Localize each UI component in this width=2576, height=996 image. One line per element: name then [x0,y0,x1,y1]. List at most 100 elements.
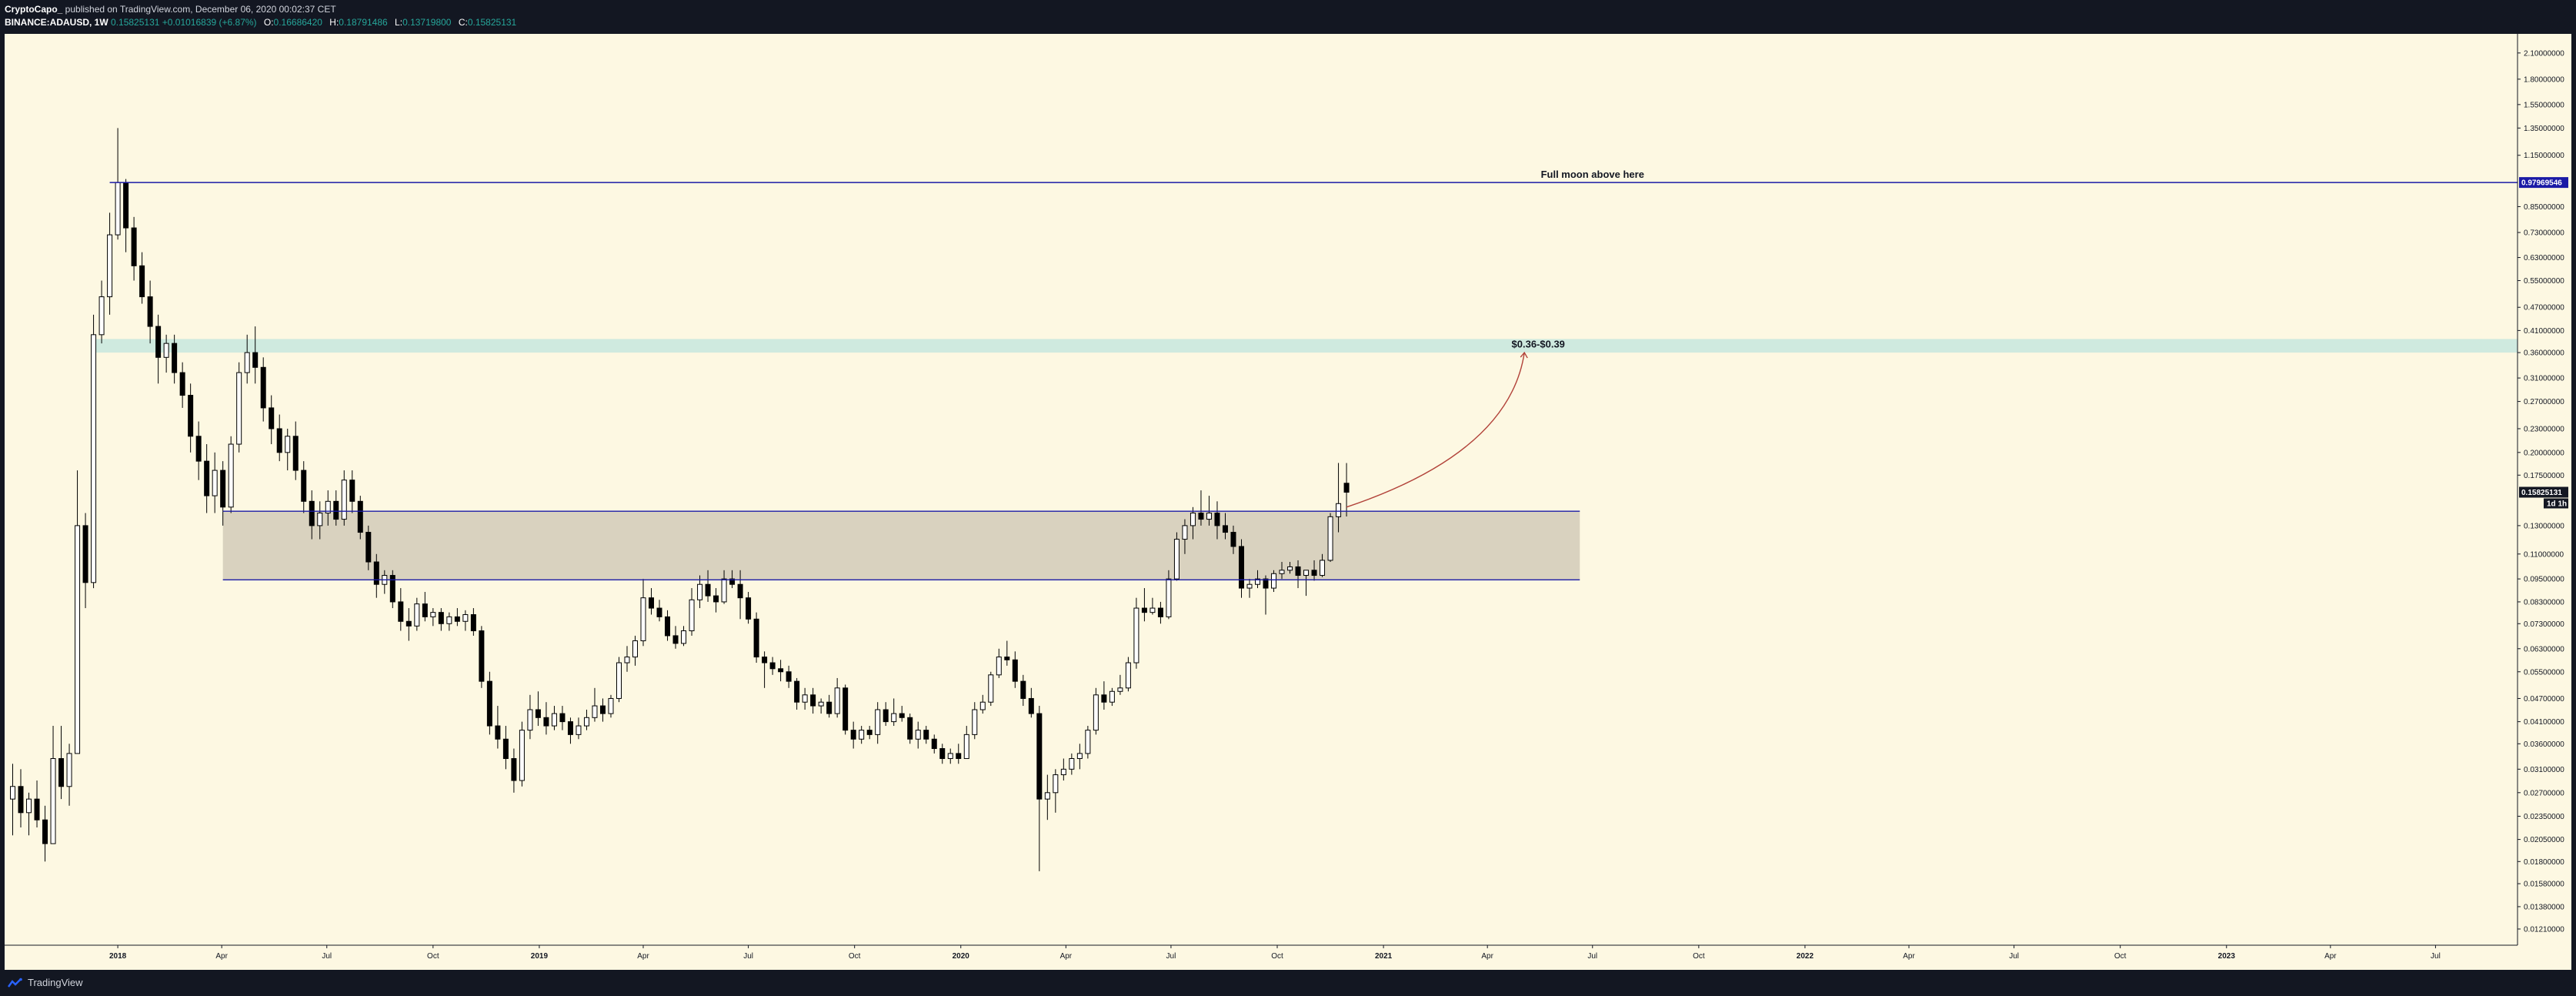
price-tick-label: 0.13000000 [2524,522,2564,530]
price-tick-label: 0.02350000 [2524,813,2564,821]
footer-bar: TradingView [0,970,2576,996]
publish-info: CryptoCapo_ published on TradingView.com… [5,4,336,15]
candle [244,334,250,384]
candle [939,744,946,764]
candle [769,657,776,675]
candle-body [672,635,679,644]
footer-brand-label: TradingView [28,977,83,988]
time-tick-label: Jul [322,952,332,961]
chart-area[interactable]: Full moon above here $0.36-$0.39 2.100000… [5,34,2571,970]
candle-body [583,717,589,727]
candle-body [1028,697,1034,714]
candle [252,326,259,384]
candle-body [212,470,218,496]
price-axis: 2.10000000 1.80000000 1.55000000 1.35000000… [2517,34,2568,945]
candle-body [155,326,162,358]
price-tick-label: 0.01210000 [2524,925,2564,934]
time-tick-label: Apr [1481,952,1493,961]
candle-body [681,630,687,644]
candle-body [899,713,905,718]
candle [519,721,525,787]
candle [10,764,16,836]
candle [414,597,420,631]
price-tick-label: 0.47000000 [2524,304,2564,313]
candle [172,334,178,384]
candle-body [592,705,598,718]
candle [1157,601,1163,624]
candle-body [559,713,566,723]
candle-body [309,500,315,526]
candle [34,780,40,828]
candle [131,216,137,281]
candle-body [947,753,953,760]
candle [317,501,323,540]
tradingview-brand[interactable]: TradingView [8,977,83,988]
candle-body [632,640,639,658]
candle-body [357,500,363,533]
time-tick-label: Jul [2431,952,2441,961]
candle [163,334,169,373]
candle-body [599,705,606,714]
candle-body [1101,694,1107,703]
candle [1028,687,1034,718]
price-tick-label: 0.01380000 [2524,903,2564,911]
time-axis: 2018 Apr Jul Oct 2019 Apr Jul Oct 2020 Apr Jul Oct 2… [5,944,2518,961]
low-value: 0.13719800 [402,17,452,28]
candle-body [737,583,743,599]
candlestick-chart[interactable]: Full moon above here $0.36-$0.39 2.100000… [5,34,2571,970]
candle-body [292,436,299,471]
candle [1246,579,1253,598]
candle [1320,553,1326,577]
candle [859,726,865,744]
candle-body [689,599,695,632]
candle [988,671,994,707]
candle-body [649,597,655,609]
time-tick-label: Jul [1587,952,1597,961]
candle-body [204,460,210,496]
candle [762,651,768,688]
candle [697,575,703,609]
candle [931,734,937,754]
symbol-label[interactable]: BINANCE:ADAUSD, 1W [5,17,108,28]
candle-body [98,296,105,336]
candle-body [333,500,339,520]
candle [373,553,379,598]
candle [624,646,630,672]
candle [1287,562,1293,574]
candle [58,726,65,800]
time-tick-label: 2022 [1797,952,1814,961]
candle [212,452,218,513]
price-tick-label: 0.63000000 [2524,254,2564,262]
candle [107,212,113,315]
candle-body [826,701,833,714]
candle-body [1125,662,1131,689]
time-tick-label: 2020 [953,952,970,961]
candle [26,792,32,836]
target-zone-label: $0.36-$0.39 [1512,338,1565,349]
candle-body [875,709,881,735]
candle-body [470,613,476,632]
author-name[interactable]: CryptoCapo_ [5,4,63,15]
candle [91,314,97,589]
candle-body [810,694,816,707]
candle-body [963,734,969,760]
price-tick-label: 0.02700000 [2524,789,2564,797]
price-tick-label: 0.01800000 [2524,858,2564,867]
candle [1069,753,1075,775]
candle [834,677,840,718]
price-tick-label: 0.09500000 [2524,576,2564,584]
candle [438,608,444,631]
time-tick-label: 2018 [109,952,127,961]
price-tick-label: 0.41000000 [2524,327,2564,336]
candle [341,470,347,526]
candle [389,570,395,609]
candle [1093,687,1099,735]
candle [1125,657,1131,692]
candle-body [907,717,913,740]
last-price-tag [2519,486,2568,498]
candle [713,588,719,613]
tradingview-logo-icon [8,978,22,988]
candle-body [608,697,614,714]
candle-body [1287,566,1293,571]
candle [810,687,816,714]
